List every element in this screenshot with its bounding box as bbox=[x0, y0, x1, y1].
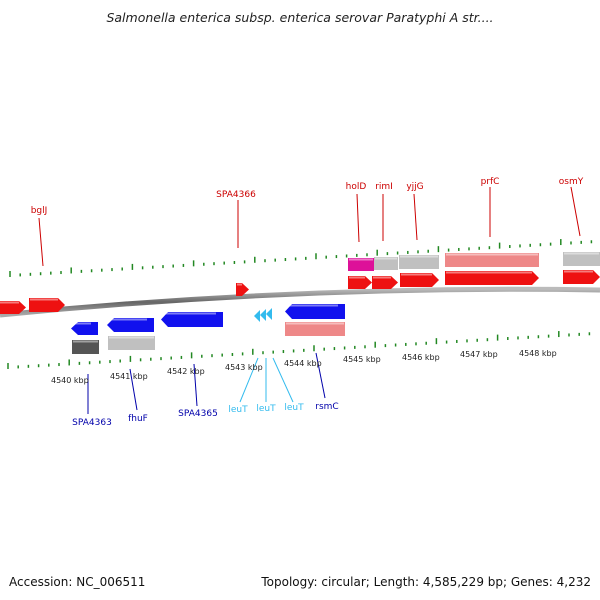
scale-tick-label: 4544 kbp bbox=[284, 359, 322, 368]
gene-feature[interactable] bbox=[563, 270, 600, 284]
scale-tick-label: 4540 kbp bbox=[51, 376, 89, 385]
scale-tick-label: 4543 kbp bbox=[225, 363, 263, 372]
forward-gene-label[interactable]: osmY bbox=[559, 177, 584, 187]
scale-tick-label: 4547 kbp bbox=[460, 350, 498, 359]
backbone-curve bbox=[0, 286, 600, 318]
gene-feature[interactable] bbox=[399, 255, 439, 269]
gene-feature[interactable] bbox=[285, 304, 345, 319]
gene-feature[interactable] bbox=[400, 273, 439, 287]
reverse-gene-label[interactable]: fhuF bbox=[128, 414, 148, 424]
scale-tick-label: 4541 kbp bbox=[110, 372, 148, 381]
gene-feature[interactable] bbox=[563, 252, 600, 266]
reverse-gene-label[interactable]: leuT bbox=[228, 405, 248, 415]
gene-feature[interactable] bbox=[236, 283, 249, 296]
scale-tick-label: 4548 kbp bbox=[519, 349, 557, 358]
scale-tick-label: 4542 kbp bbox=[167, 367, 205, 376]
forward-gene-label[interactable]: SPA4366 bbox=[216, 190, 256, 200]
trna-feature[interactable] bbox=[266, 308, 272, 320]
gene-feature[interactable] bbox=[107, 318, 154, 332]
reverse-gene-label[interactable]: SPA4363 bbox=[72, 418, 112, 428]
gene-labels: bglJ SPA4366 holD rimI yjjG prfC osmY SPA4363 fh… bbox=[31, 177, 584, 428]
leader-line bbox=[38, 217, 44, 267]
gene-feature[interactable] bbox=[71, 322, 98, 335]
forward-gene-label[interactable]: yjjG bbox=[406, 182, 423, 192]
scale-tick-label: 4545 kbp bbox=[343, 355, 381, 364]
leader-line bbox=[315, 352, 326, 399]
forward-gene-label[interactable]: bglJ bbox=[31, 206, 48, 216]
map-title: Salmonella enterica subsp. enterica sero… bbox=[106, 10, 494, 25]
leader-line bbox=[239, 357, 259, 403]
forward-gene-label[interactable]: holD bbox=[346, 182, 367, 192]
reverse-gene-label[interactable]: rsmC bbox=[315, 402, 338, 412]
gene-feature[interactable] bbox=[285, 322, 345, 336]
gene-feature[interactable] bbox=[348, 276, 372, 289]
leader-line bbox=[193, 363, 198, 407]
leader-line bbox=[413, 193, 418, 241]
forward-gene-label[interactable]: prfC bbox=[481, 177, 500, 187]
trna-feature[interactable] bbox=[254, 310, 260, 322]
leader-line bbox=[356, 193, 360, 243]
gene-feature[interactable] bbox=[0, 301, 26, 314]
gene-feature[interactable] bbox=[374, 257, 398, 270]
gene-feature[interactable] bbox=[348, 258, 374, 271]
trna-feature[interactable] bbox=[260, 309, 266, 321]
feature-track bbox=[0, 252, 600, 354]
reverse-gene-label[interactable]: leuT bbox=[284, 403, 304, 413]
genome-stats: Topology: circular; Length: 4,585,229 bp… bbox=[261, 575, 591, 589]
gene-feature[interactable] bbox=[108, 336, 155, 350]
leader-line bbox=[129, 368, 138, 411]
gene-feature[interactable] bbox=[445, 271, 539, 285]
leader-line bbox=[570, 186, 581, 237]
reverse-gene-label[interactable]: leuT bbox=[256, 404, 276, 414]
scale-tick-label: 4546 kbp bbox=[402, 353, 440, 362]
reverse-strand-ruler bbox=[7, 331, 591, 369]
gene-feature[interactable] bbox=[372, 276, 398, 289]
scale-tick-labels: 4540 kbp 4541 kbp 4542 kbp 4543 kbp 4544 kbp… bbox=[51, 349, 557, 385]
forward-strand-ruler bbox=[9, 239, 593, 277]
genome-backbone bbox=[0, 286, 600, 318]
label-leaders bbox=[38, 186, 581, 414]
gene-feature[interactable] bbox=[72, 340, 99, 354]
accession-label: Accession: NC_006511 bbox=[9, 575, 146, 589]
gene-feature[interactable] bbox=[161, 312, 223, 327]
gene-feature[interactable] bbox=[445, 253, 539, 267]
gene-feature[interactable] bbox=[29, 298, 65, 312]
leader-line bbox=[272, 357, 294, 403]
forward-gene-label[interactable]: rimI bbox=[375, 182, 393, 192]
reverse-gene-label[interactable]: SPA4365 bbox=[178, 409, 218, 419]
